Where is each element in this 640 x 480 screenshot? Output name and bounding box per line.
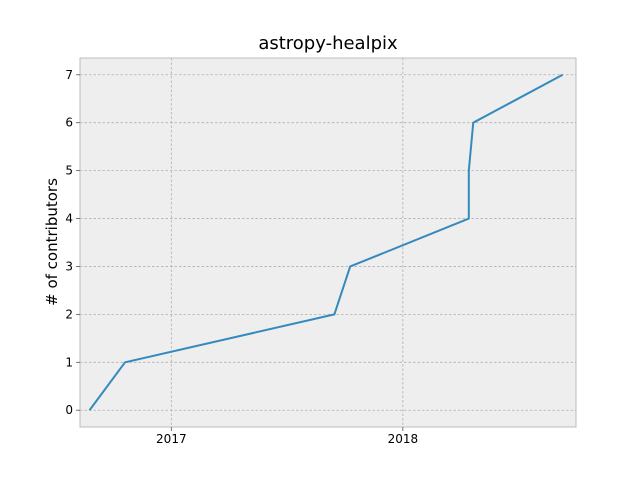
x-tick-label: 2018 [388, 432, 419, 446]
y-tick-label: 4 [65, 212, 73, 226]
y-axis-label: # of contributors [43, 178, 61, 306]
y-tick-label: 2 [65, 307, 73, 321]
grid [80, 58, 576, 427]
y-tick-label: 7 [65, 68, 73, 82]
y-tick-label: 0 [65, 403, 73, 417]
y-tick-label: 6 [65, 116, 73, 130]
y-tick-label: 3 [65, 259, 73, 273]
axis-ticks: 0 1 2 3 4 5 6 7 2017 2018 [65, 68, 418, 446]
y-tick-label: 1 [65, 355, 73, 369]
y-tick-label: 5 [65, 164, 73, 178]
plot-area [79, 57, 577, 428]
x-tick-label: 2017 [156, 432, 187, 446]
series-layer [88, 73, 564, 411]
chart-title: astropy-healpix [258, 33, 398, 54]
series-line [88, 73, 564, 411]
